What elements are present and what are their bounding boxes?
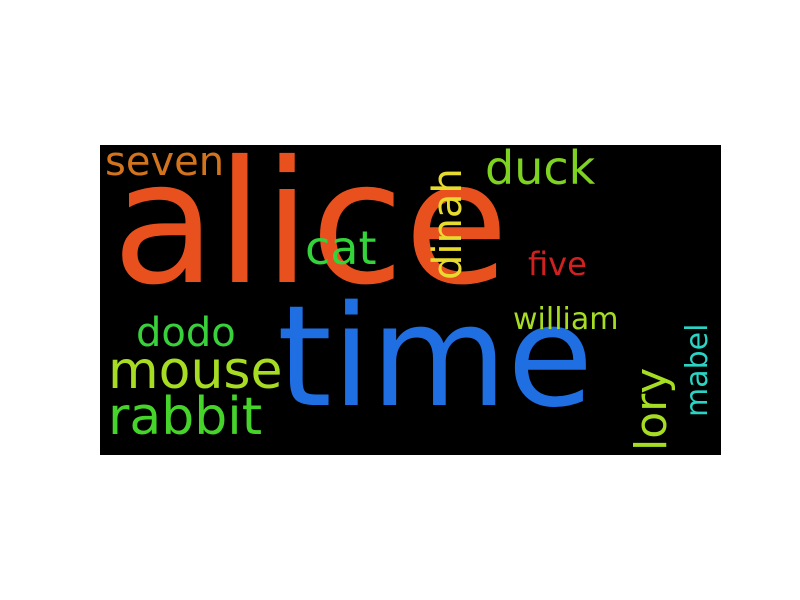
word-seven: seven — [105, 145, 225, 185]
word-duck: duck — [485, 145, 596, 195]
word-rabbit: rabbit — [108, 387, 263, 447]
word-cloud-canvas: alice time seven duck cat five dodo will… — [100, 145, 721, 455]
word-william: william — [513, 302, 619, 337]
word-dinah: dinah — [425, 168, 471, 280]
word-lory: lory — [626, 367, 677, 451]
word-mouse: mouse — [108, 341, 283, 401]
word-time: time — [277, 276, 594, 439]
word-mabel: mabel — [680, 323, 715, 417]
word-alice: alice — [112, 145, 509, 323]
word-dodo: dodo — [136, 310, 236, 356]
word-five: five — [528, 245, 587, 283]
word-cat: cat — [305, 221, 377, 275]
